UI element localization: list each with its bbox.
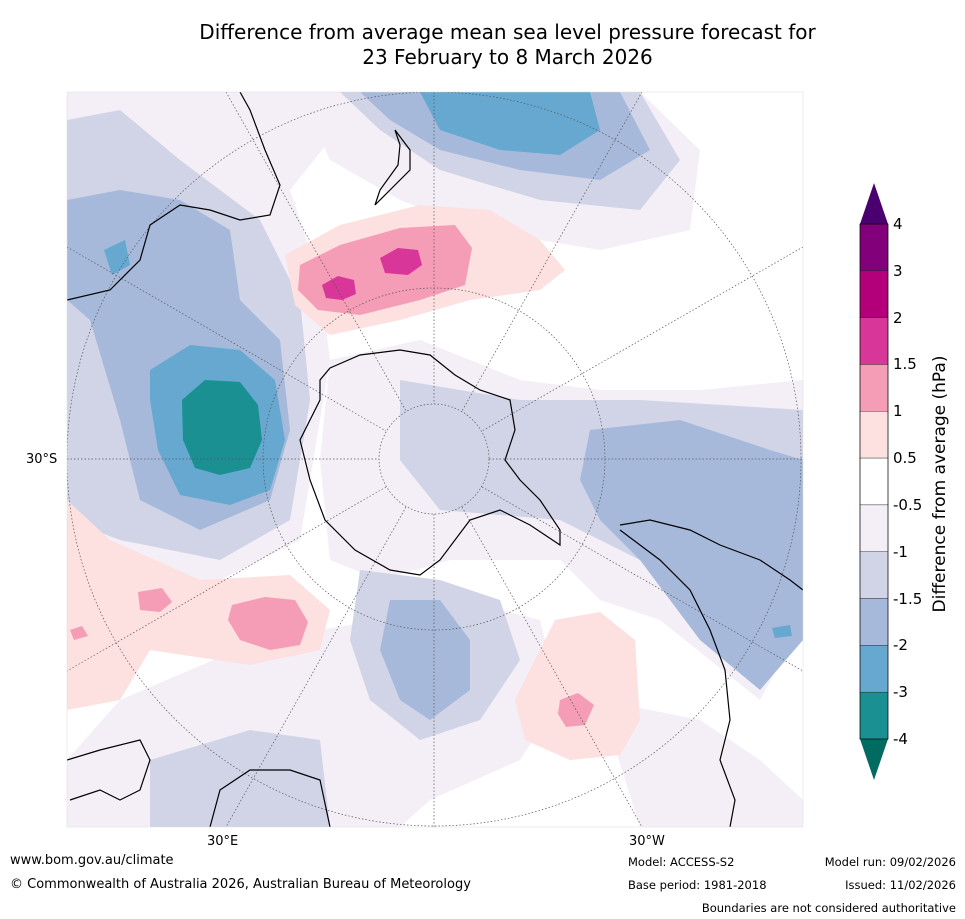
footer-issued: Issued: 11/02/2026	[845, 878, 956, 892]
colorbar-segment	[859, 270, 889, 318]
colorbar-tick-label: -0.5	[893, 495, 923, 514]
colorbar-segment	[859, 223, 889, 272]
colorbar-arrow-bottom	[860, 739, 888, 780]
colorbar-tick-label: -1.5	[893, 589, 923, 608]
colorbar-segment	[859, 645, 889, 693]
colorbar-tick-label: 1.5	[893, 355, 917, 374]
anomaly-band-plus-1.5	[322, 248, 422, 300]
colorbar-tick-label: 0.5	[893, 449, 917, 468]
lon-label-30w: 30°W	[629, 834, 665, 849]
lat-label-30s: 30°S	[26, 452, 58, 467]
new-zealand-coast	[374, 129, 411, 206]
colorbar-tick-label: 2	[893, 308, 903, 327]
footer-model: Model: ACCESS-S2	[628, 855, 735, 869]
colorbar-tick-label: 3	[893, 261, 903, 280]
footer-model-run: Model run: 09/02/2026	[824, 855, 956, 869]
colorbar-tick-label: -1	[893, 542, 908, 561]
coastlines	[67, 92, 803, 827]
map-frame	[66, 91, 804, 828]
footer-base-period: Base period: 1981-2018	[628, 878, 767, 892]
title-line-2: 23 February to 8 March 2026	[362, 45, 653, 69]
colorbar-frame	[859, 223, 889, 740]
colorbar-segment	[859, 551, 889, 599]
colorbar-arrow-top	[860, 183, 888, 224]
colorbar-title: Difference from average (hPa)	[930, 355, 950, 613]
colorbar-tick-label: 1	[893, 402, 903, 421]
lon-label-30e: 30°E	[207, 834, 239, 849]
colorbar-tick-label: -2	[893, 636, 908, 655]
map-area	[67, 92, 803, 827]
anomaly-band-minus-3	[182, 380, 262, 475]
colorbar-segment	[859, 457, 889, 506]
australia-coast	[67, 92, 281, 301]
colorbar-segment	[859, 364, 889, 412]
footer-website: www.bom.gov.au/climate	[10, 853, 174, 868]
colorbar-tick-label: 4	[893, 215, 903, 233]
chart-title: Difference from average mean sea level p…	[0, 20, 965, 70]
colorbar-tick-label: -4	[893, 730, 908, 748]
colorbar-segment	[859, 504, 889, 552]
antarctica-coast	[299, 349, 561, 576]
colorbar-tick-label: -3	[893, 683, 908, 702]
graticule	[67, 92, 803, 827]
footer-disclaimer: Boundaries are not considered authoritat…	[701, 901, 956, 915]
colorbar-segment	[859, 598, 889, 646]
africa-coast	[67, 739, 331, 827]
colorbar	[859, 183, 889, 780]
colorbar-segment	[859, 411, 889, 459]
colorbar-segment	[859, 317, 889, 365]
footer-copyright: © Commonwealth of Australia 2026, Austra…	[10, 877, 471, 892]
south-america-coast	[619, 519, 803, 827]
title-line-1: Difference from average mean sea level p…	[199, 20, 816, 44]
colorbar-segment	[859, 691, 889, 740]
